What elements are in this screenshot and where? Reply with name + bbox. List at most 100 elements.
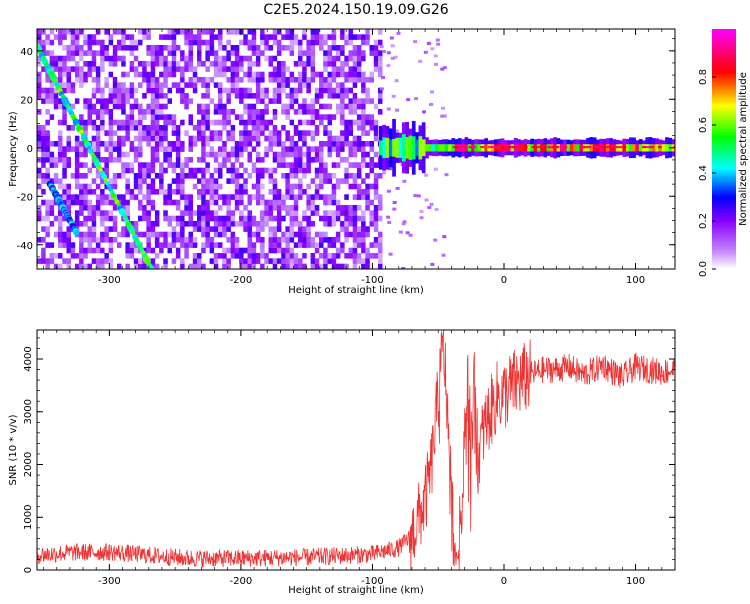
spectrogram-cell	[146, 61, 151, 67]
spectrogram-cell	[79, 77, 84, 83]
band-core	[385, 137, 390, 158]
colorbar-label: Normalized spectral amplitude	[738, 72, 749, 226]
spectrogram-cell	[356, 71, 362, 78]
spectrogram-cell	[108, 71, 114, 78]
spectrogram-cell	[327, 114, 332, 120]
spectrogram-cell	[41, 253, 46, 259]
spectrogram-cell	[45, 39, 50, 46]
x-tick-label: -100	[361, 576, 384, 587]
spectrogram-cell	[37, 61, 42, 67]
band-core	[411, 136, 416, 160]
spectrogram-cell	[222, 119, 227, 126]
spectrogram-cell	[356, 119, 362, 126]
spectrogram-cell	[239, 114, 244, 120]
spectrogram-cell	[121, 194, 126, 200]
spectrogram-cell	[255, 109, 261, 115]
spectrogram-cell	[37, 135, 42, 142]
spectrogram-cell	[180, 98, 185, 104]
spectrogram-cell	[154, 119, 160, 126]
spectrogram-cell	[108, 55, 114, 62]
spectrogram-cell	[150, 183, 156, 190]
spectrogram-cell	[348, 231, 353, 238]
spectrogram-cell	[243, 178, 248, 184]
spectrogram-cell	[213, 258, 219, 264]
spectrogram-cell	[402, 179, 407, 183]
spectrogram-cell	[146, 87, 151, 94]
spectrogram-cell	[49, 205, 55, 211]
spectrogram-cell	[378, 205, 383, 211]
spectrogram-cell	[205, 162, 210, 168]
spectrogram-cell	[79, 199, 84, 206]
spectrogram-cell	[125, 210, 130, 216]
spectrogram-cell	[272, 125, 278, 131]
spectrogram-cell	[234, 178, 240, 184]
spectrogram-cell	[226, 247, 231, 254]
spectrogram-cell	[356, 77, 362, 83]
band-peak	[488, 146, 493, 149]
spectrogram-cell	[58, 34, 63, 40]
spectrogram-cell	[378, 93, 383, 99]
spectrogram-cell	[365, 258, 370, 264]
spectrogram-cell	[146, 173, 151, 179]
spectrogram-cell	[310, 66, 316, 72]
spectrogram-cell	[49, 210, 55, 216]
spectrogram-cell	[209, 98, 215, 104]
spectrogram-cell	[154, 114, 160, 120]
spectrogram-cell	[188, 173, 193, 179]
spectrogram-cell	[234, 82, 240, 88]
spectrogram-cell	[251, 119, 257, 126]
spectrogram-cell	[74, 77, 80, 83]
spectrogram-cell	[373, 226, 379, 232]
spectrogram-cell	[192, 167, 198, 174]
spectrogram-cell	[331, 242, 337, 248]
spectrogram-cell	[310, 45, 316, 51]
spectrogram-cell	[209, 210, 215, 216]
spectrogram-cell	[108, 226, 114, 232]
spectrogram-cell	[222, 55, 227, 62]
spectrogram-cell	[62, 173, 67, 179]
spectrogram-cell	[95, 263, 101, 269]
spectrogram-cell	[335, 215, 341, 222]
x-tick-label: -200	[230, 576, 253, 587]
spectrogram-cell	[264, 55, 269, 62]
spectrogram-cell	[348, 215, 353, 222]
spectrogram-cell	[146, 103, 151, 110]
spectrogram-cell	[74, 194, 80, 200]
spectrogram-cell	[121, 226, 126, 232]
spectrogram-cell	[234, 157, 240, 163]
spectrogram-cell	[108, 34, 114, 40]
spectrogram-cell	[230, 125, 236, 131]
band-core	[638, 144, 643, 152]
spectrogram-cell	[192, 173, 198, 179]
x-tick-label: 100	[626, 576, 645, 587]
x-tick-label: -300	[98, 576, 121, 587]
spectrogram-cell	[247, 231, 252, 238]
spectrogram-cell	[53, 263, 59, 269]
spectrogram-cell	[276, 247, 282, 254]
spectrogram-cell	[247, 157, 252, 163]
spectrogram-cell	[247, 215, 252, 222]
spectrogram-cell	[197, 29, 202, 35]
spectrogram-cell	[272, 263, 278, 269]
spectrogram-cell	[159, 82, 164, 88]
band-core	[388, 139, 393, 157]
spectrogram-cell	[340, 29, 345, 35]
spectrogram-cell	[154, 77, 160, 83]
spectrogram-cell	[239, 141, 244, 147]
spectrogram-cell	[222, 263, 227, 269]
spectrogram-cell	[327, 93, 332, 99]
spectrogram-cell	[293, 77, 299, 83]
spectrogram-cell	[335, 231, 341, 238]
spectrogram-cell	[264, 146, 269, 152]
spectrogram-cell	[276, 189, 282, 195]
spectrogram-cell	[62, 34, 67, 40]
spectrogram-cell	[112, 77, 118, 83]
spectrogram-cell	[163, 77, 168, 83]
spectrogram-cell	[340, 87, 345, 94]
spectrogram-cell	[184, 173, 189, 179]
spectrogram-cell	[209, 194, 215, 200]
spectrogram-cell	[142, 93, 147, 99]
spectrogram-cell	[340, 50, 345, 56]
spectrogram-cell	[230, 247, 236, 254]
spectrogram-cell	[327, 119, 332, 126]
